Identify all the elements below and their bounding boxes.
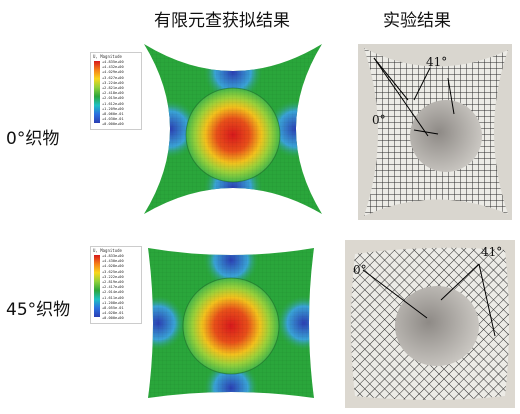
angle-label-0: 0°: [372, 113, 386, 127]
legend-values: +4.833e+00 +4.430e+00 +4.028e+00 +3.625e+00…: [102, 254, 124, 322]
legend-value: +2.819e+00: [102, 280, 124, 285]
legend-value: +3.222e+00: [102, 274, 124, 279]
legend-value: +4.835e+00: [102, 60, 124, 64]
legend-value: +4.833e+00: [102, 254, 124, 258]
legend-value: +4.029e+00: [102, 70, 124, 75]
legend-value: +1.612e+00: [102, 101, 124, 106]
legend-value: +1.611e+00: [102, 295, 124, 300]
legend-value: +0.000e+00: [102, 122, 124, 127]
row-label-45deg: 45°织物: [6, 300, 71, 320]
row-label-0deg: 0°织物: [6, 129, 60, 149]
angle-label-0: 0°: [353, 263, 367, 277]
experiment-photo-45deg: 41° 0°: [345, 240, 515, 408]
legend-value: +4.028e+00: [102, 264, 124, 269]
legend-value: +2.015e+00: [102, 96, 124, 101]
angle-label-41: 41°: [481, 245, 502, 259]
legend-value: +1.209e+00: [102, 106, 124, 111]
legend-value: +4.430e+00: [102, 259, 124, 264]
legend-colorbar: [94, 61, 100, 123]
legend-title: U, Magnitude: [93, 248, 122, 253]
legend-value: +2.417e+00: [102, 285, 124, 290]
legend-value: +0.000e+00: [102, 316, 124, 321]
legend-value: +1.208e+00: [102, 300, 124, 305]
contour-legend-45deg: U, Magnitude +4.833e+00 +4.430e+00 +4.028e…: [90, 246, 142, 324]
legend-value: +8.060e-01: [102, 112, 124, 117]
legend-colorbar: [94, 255, 100, 317]
simulation-panel-45deg: [148, 248, 314, 398]
legend-value: +2.418e+00: [102, 91, 124, 96]
angle-label-41: 41°: [426, 55, 447, 69]
contour-legend-0deg: U, Magnitude +4.835e+00 +4.432e+00 +4.029e…: [90, 52, 142, 130]
legend-title: U, Magnitude: [93, 54, 122, 59]
legend-value: +2.014e+00: [102, 290, 124, 295]
experiment-photo-0deg: 41° 0°: [358, 44, 512, 220]
legend-value: +3.224e+00: [102, 80, 124, 85]
legend-value: +4.030e-01: [102, 117, 124, 122]
legend-value: +8.055e-01: [102, 306, 124, 311]
star-blank-shape: [144, 44, 322, 214]
header-simulation: 有限元查获拟结果: [154, 11, 290, 31]
legend-value: +4.028e-01: [102, 311, 124, 316]
legend-value: +4.432e+00: [102, 65, 124, 70]
header-experiment: 实验结果: [383, 11, 451, 31]
legend-value: +3.627e+00: [102, 75, 124, 80]
legend-values: +4.835e+00 +4.432e+00 +4.029e+00 +3.627e+00…: [102, 60, 124, 128]
legend-value: +2.821e+00: [102, 86, 124, 91]
legend-value: +3.625e+00: [102, 269, 124, 274]
simulation-panel-0deg: [144, 44, 322, 214]
